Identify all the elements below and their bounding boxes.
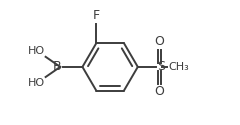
Text: F: F [93,9,100,22]
Text: HO: HO [28,78,45,88]
Text: B: B [53,60,61,73]
Text: CH₃: CH₃ [168,62,189,72]
Text: O: O [155,35,164,48]
Text: S: S [157,60,165,73]
Text: O: O [155,86,164,98]
Text: HO: HO [28,46,45,56]
